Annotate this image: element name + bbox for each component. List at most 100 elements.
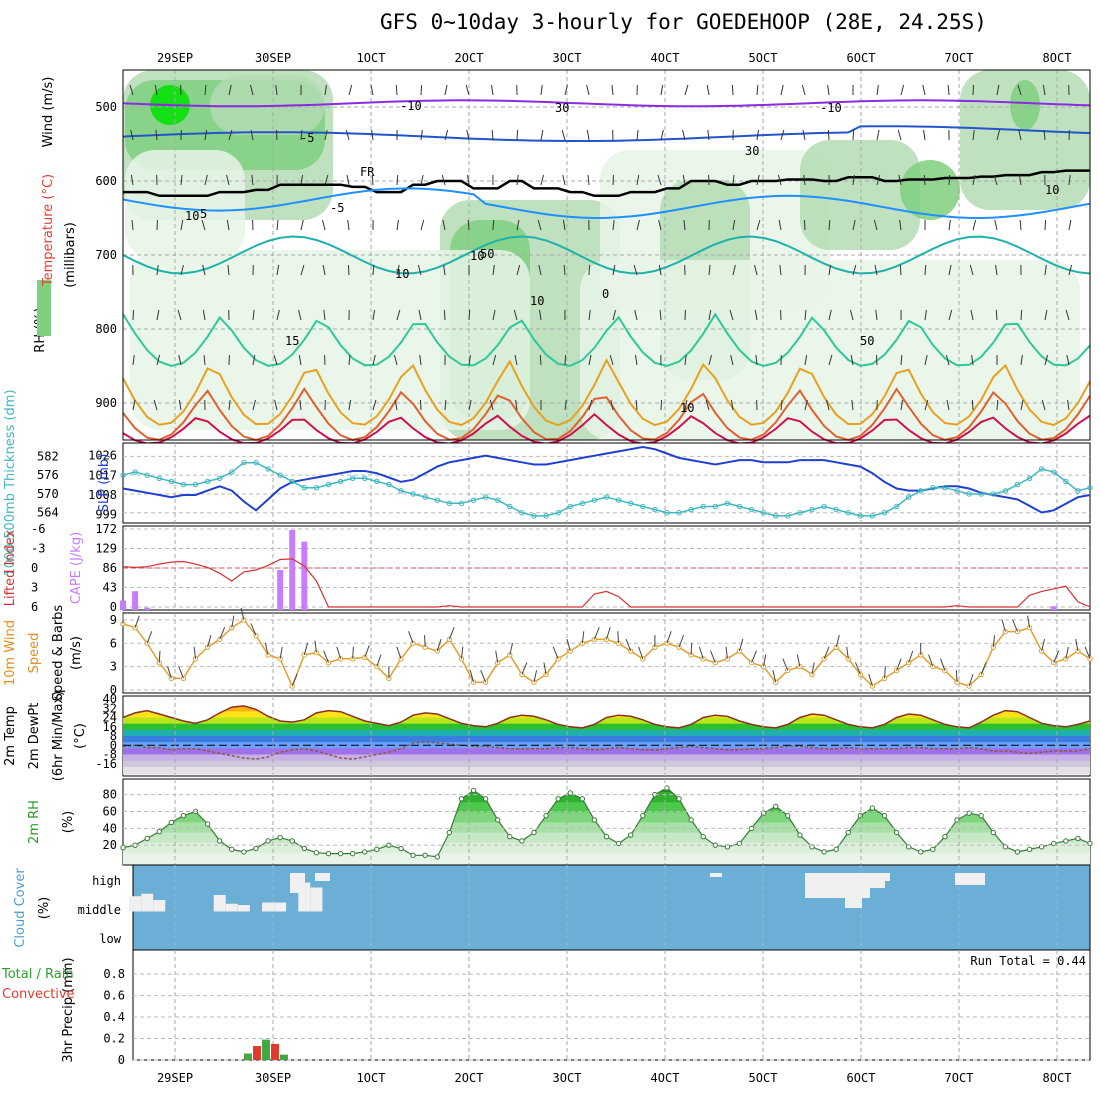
wind-barb bbox=[154, 84, 158, 96]
thickness-point bbox=[676, 510, 682, 516]
top-day-tick: 30SEP bbox=[255, 51, 291, 65]
wind-barb bbox=[1044, 219, 1047, 231]
wind-barb bbox=[539, 309, 542, 321]
cloud-level-label: middle bbox=[78, 903, 121, 917]
rh-legend-swatch bbox=[37, 280, 51, 336]
wind-barb bbox=[347, 264, 350, 276]
wind-barb bbox=[299, 399, 302, 411]
wind-barb bbox=[682, 174, 686, 186]
wind-barb bbox=[418, 309, 422, 321]
wind-barb bbox=[468, 354, 471, 366]
precip-ytick: 0.4 bbox=[103, 1010, 125, 1024]
temp-contour-5 bbox=[122, 187, 1091, 220]
contour-label: -10 bbox=[820, 101, 842, 115]
thickness-point bbox=[579, 500, 586, 507]
thickness-point bbox=[591, 497, 598, 503]
wind-barb bbox=[227, 264, 230, 276]
wind-barb bbox=[442, 219, 446, 231]
wind-barb bbox=[828, 309, 832, 321]
thickness-point bbox=[966, 491, 972, 497]
rh-point bbox=[337, 850, 344, 857]
wind-barb bbox=[729, 309, 734, 321]
wind-barb-10m bbox=[291, 673, 298, 687]
contour-label: 15 bbox=[285, 334, 299, 348]
cloud-middle-block bbox=[310, 887, 323, 912]
wind-barb bbox=[443, 309, 446, 321]
wind-barb bbox=[228, 399, 231, 411]
bottom-day-tick: 2OCT bbox=[455, 1071, 484, 1085]
rh-shade-region bbox=[210, 75, 325, 135]
thickness-point bbox=[1051, 469, 1057, 475]
wind-barb bbox=[875, 354, 878, 366]
wind-barb bbox=[777, 174, 782, 186]
wind-barb bbox=[611, 84, 614, 96]
wind-barb bbox=[801, 84, 806, 96]
wind-barb bbox=[513, 309, 518, 321]
wind-barb bbox=[348, 354, 351, 366]
wind-barb bbox=[465, 84, 470, 96]
run-total-label: Run Total = 0.44 bbox=[970, 954, 1086, 968]
wind-barb-10m bbox=[811, 662, 815, 675]
thickness-point bbox=[531, 513, 537, 519]
rh-point bbox=[1014, 849, 1021, 855]
wind-barb-10m bbox=[178, 666, 184, 679]
rh-point bbox=[313, 850, 320, 856]
wind-barb bbox=[612, 264, 616, 276]
wind-barb-10m bbox=[566, 638, 571, 652]
bottom-day-tick: 5OCT bbox=[749, 1071, 778, 1085]
wind-barb bbox=[201, 219, 206, 231]
wind-barb bbox=[682, 129, 686, 141]
temp-contour-25 bbox=[122, 387, 1091, 442]
thickness-point bbox=[446, 500, 453, 507]
wind-barb bbox=[828, 264, 832, 276]
wind-barb bbox=[420, 84, 423, 96]
wind-barb bbox=[969, 264, 974, 276]
rh-point bbox=[1038, 844, 1045, 850]
rh-shade-region bbox=[900, 160, 960, 220]
temp-contour-15 bbox=[122, 312, 1091, 368]
wind-barb bbox=[372, 399, 377, 411]
wind-barb bbox=[900, 84, 905, 96]
wind-barb bbox=[562, 219, 566, 231]
thickness-point bbox=[627, 500, 634, 507]
thickness-point bbox=[821, 503, 827, 510]
rh-ytick: 40 bbox=[103, 821, 117, 835]
wind-barb bbox=[514, 354, 518, 366]
wind-barb bbox=[972, 129, 975, 141]
wind-barb bbox=[827, 84, 830, 96]
thickness-point bbox=[724, 500, 731, 507]
temp-contour-minus10 bbox=[122, 99, 1091, 108]
rh-point bbox=[833, 846, 839, 853]
rh-point bbox=[845, 829, 851, 836]
rh-point bbox=[120, 844, 126, 851]
cloud-high-block bbox=[955, 873, 985, 885]
thickness-point bbox=[640, 503, 646, 510]
wind-barb bbox=[923, 129, 926, 141]
contour-label: 10 bbox=[680, 401, 694, 415]
wind-barb bbox=[226, 174, 230, 186]
wind-barb bbox=[705, 399, 710, 411]
temp-band bbox=[123, 754, 1090, 763]
wind-barb bbox=[828, 354, 833, 366]
rh-point bbox=[519, 838, 525, 844]
wind-barb-10m bbox=[158, 650, 161, 663]
wind-barb bbox=[393, 354, 398, 366]
bottom-day-tick: 29SEP bbox=[157, 1071, 193, 1085]
wind-barb bbox=[612, 219, 615, 231]
cloud-middle-block bbox=[141, 893, 154, 912]
wind-barb bbox=[1067, 399, 1070, 411]
rh-point bbox=[978, 812, 984, 819]
wind-panel-frame bbox=[122, 612, 1091, 694]
thickness-point bbox=[833, 506, 839, 513]
thickness-point bbox=[277, 472, 283, 478]
wind-barb-10m bbox=[738, 638, 744, 652]
wind-barb bbox=[779, 264, 782, 276]
rh-point bbox=[785, 812, 791, 819]
rh-ytick: 20 bbox=[103, 838, 117, 852]
wind-barb-10m bbox=[908, 650, 914, 663]
wind-barb bbox=[995, 264, 998, 276]
thickness-point bbox=[857, 513, 864, 519]
thickness-point bbox=[688, 506, 694, 513]
wind-barb bbox=[995, 309, 998, 321]
wind-barb-10m bbox=[796, 654, 801, 667]
